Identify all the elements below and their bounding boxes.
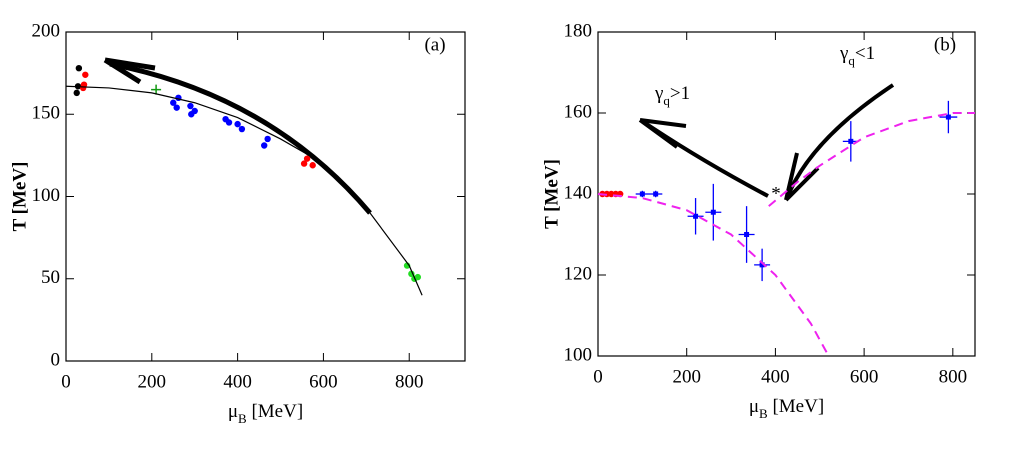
curve: [597, 193, 830, 357]
x-tick-label: 400: [223, 371, 252, 392]
y-tick-label: 140: [564, 182, 593, 203]
panel-label: (a): [424, 34, 445, 55]
marker: [848, 138, 854, 144]
marker: [653, 191, 659, 197]
annotation-part: γ: [654, 83, 663, 104]
curve: [65, 85, 423, 296]
y-tick-label: 160: [564, 101, 593, 122]
marker: [261, 142, 268, 149]
x-tick-label: 200: [138, 371, 167, 392]
annotation-part: γ: [839, 43, 848, 64]
annotation-part: q: [663, 93, 670, 108]
annotation-part: <1: [855, 43, 875, 64]
y-tick-label: 0: [51, 349, 61, 370]
annotation-part: q: [848, 53, 855, 68]
y-axis-label: T [MeV]: [9, 162, 30, 232]
marker: [82, 71, 89, 78]
y-tick-label: 50: [41, 267, 60, 288]
arrow: [640, 119, 769, 198]
marker: [309, 162, 316, 169]
x-tick-label: 800: [395, 371, 424, 392]
y-axis-label: T [MeV]: [541, 159, 562, 229]
x-axis-label-part: [MeV]: [247, 401, 303, 422]
arrow-head: [103, 57, 156, 85]
marker: [300, 160, 308, 167]
marker: [170, 99, 177, 106]
marker: [639, 191, 645, 197]
annotation-part: >1: [670, 83, 690, 104]
arrow: [109, 61, 372, 215]
annotation: γq>1: [654, 83, 690, 108]
x-axis-label-part: μ: [228, 401, 238, 422]
arrow-head: [638, 118, 687, 149]
x-tick-label: 0: [593, 366, 603, 387]
y-tick-label: 100: [564, 344, 593, 365]
y-tick-label: 120: [564, 263, 593, 284]
x-axis-label: μB [MeV]: [228, 401, 303, 426]
marker: [187, 102, 194, 110]
x-axis-label-part: [MeV]: [768, 396, 824, 417]
x-axis-label-part: B: [238, 411, 247, 426]
marker: [234, 120, 241, 128]
marker: [75, 64, 83, 72]
x-tick-label: 400: [761, 366, 790, 387]
x-tick-label: 800: [939, 366, 968, 387]
curve: [768, 112, 975, 207]
y-tick-label: 180: [564, 20, 593, 41]
x-tick-label: 600: [850, 366, 879, 387]
marker: [303, 155, 311, 162]
marker: [191, 107, 198, 115]
marker: [744, 232, 750, 237]
arrow-head: [784, 152, 820, 202]
marker: [608, 190, 615, 198]
marker: [414, 273, 422, 281]
marker: [238, 125, 246, 133]
marker: [710, 209, 716, 215]
panel-label: (b): [934, 34, 956, 55]
marker: [693, 213, 699, 219]
marker: [173, 104, 180, 111]
marker: [73, 89, 80, 97]
y-tick-label: 100: [32, 185, 61, 206]
marker: [264, 135, 271, 143]
x-tick-label: 600: [309, 371, 338, 392]
marker: [80, 81, 88, 88]
marker: [225, 119, 233, 126]
x-tick-label: 200: [672, 366, 701, 387]
x-axis-label-part: B: [759, 406, 768, 421]
x-axis-label-part: μ: [749, 396, 759, 417]
plot-frame: [65, 31, 466, 362]
annotation: γq<1: [839, 43, 875, 68]
marker: [759, 262, 765, 268]
marker: [945, 114, 951, 120]
annotation: *: [771, 183, 781, 204]
y-tick-label: 150: [32, 103, 61, 124]
y-tick-label: 200: [32, 20, 61, 41]
x-axis-label: μB [MeV]: [749, 396, 824, 421]
x-tick-label: 0: [61, 371, 71, 392]
marker: [151, 84, 162, 95]
